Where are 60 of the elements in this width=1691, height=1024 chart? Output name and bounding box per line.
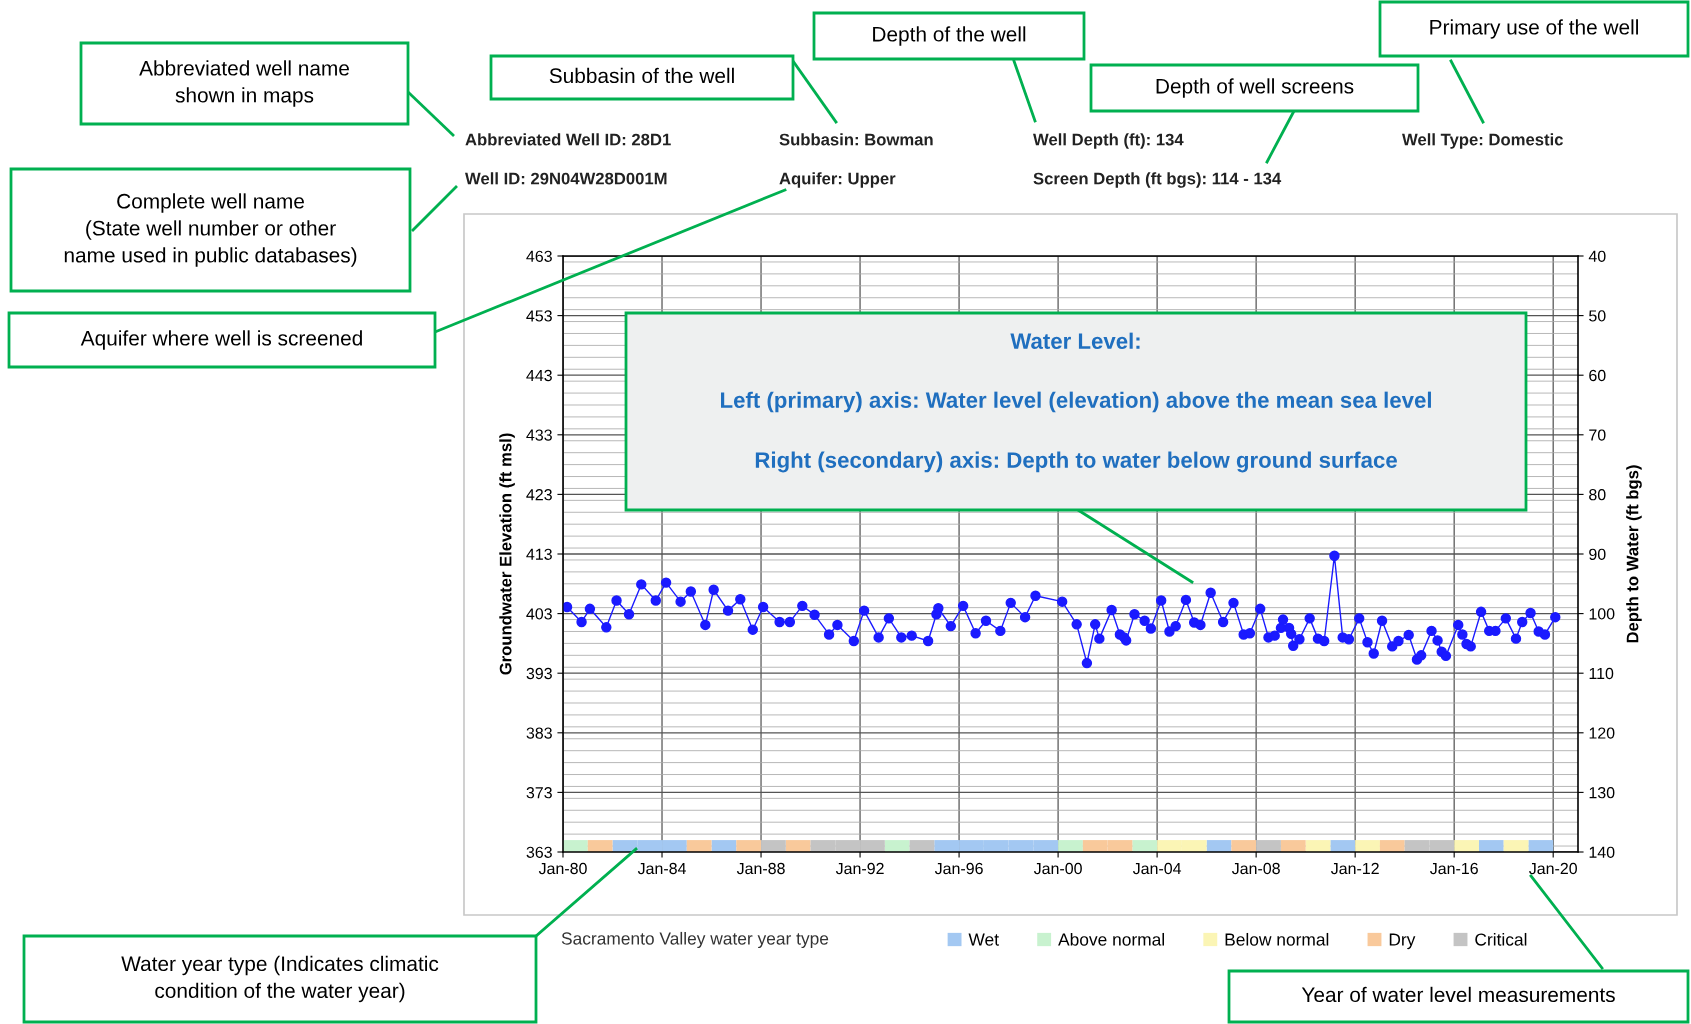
text: Primary use of the well xyxy=(1430,19,1638,39)
annotation: Right (secondary) axis: Depth to water below ground surface xyxy=(755,451,1397,473)
x-tick-label: Jan-92 xyxy=(835,862,884,875)
legend-label: Wet xyxy=(968,933,999,946)
y2-tick-label: 100 xyxy=(1589,608,1615,620)
text: Subbasin of the well xyxy=(549,67,734,84)
x-tick-label: Jan-88 xyxy=(736,862,785,875)
text: Aquifer: Upper xyxy=(779,172,896,188)
y-axis-title: Groundwater Elevation (ft msl) xyxy=(499,433,515,675)
x-tick-label: Jan-16 xyxy=(1430,862,1478,875)
text: Well Depth (ft): 134 xyxy=(1033,133,1184,149)
y-tick-label: 363 xyxy=(526,846,552,858)
y2-tick-label: 50 xyxy=(1589,310,1606,322)
y2-tick-label: 90 xyxy=(1589,548,1606,560)
x-tick-label: Jan-84 xyxy=(637,862,686,875)
text: Well Type: Domestic xyxy=(1402,133,1563,149)
text: Year of water level measurements xyxy=(1301,986,1615,1003)
x-tick-label: Jan-08 xyxy=(1231,862,1280,875)
x-tick-label: Jan-00 xyxy=(1033,862,1082,875)
y2-tick-label: 140 xyxy=(1589,846,1615,858)
annotation: Water Level: xyxy=(1010,332,1140,349)
text: Depth of well screens xyxy=(1156,78,1354,98)
y2-tick-label: 110 xyxy=(1589,667,1614,680)
text: Water year type (Indicates climatic condition of the water year) xyxy=(121,955,439,1003)
y-tick-label: 443 xyxy=(526,369,552,382)
x-tick-label: Jan-20 xyxy=(1529,862,1577,875)
x-tick-label: Jan-04 xyxy=(1132,862,1182,875)
text: Subbasin: Bowman xyxy=(779,133,933,146)
y2-tick-label: 80 xyxy=(1589,489,1606,501)
x-tick-label: Jan-12 xyxy=(1330,862,1379,875)
y-tick-label: 413 xyxy=(526,548,552,560)
x-tick-label: Jan-80 xyxy=(538,862,587,875)
y-tick-label: 423 xyxy=(526,489,552,501)
text: Well ID: 29N04W28D001M xyxy=(465,172,667,185)
text: Depth of the well xyxy=(873,26,1026,46)
legend-label: Dry xyxy=(1389,933,1416,950)
y2-tick-label: 130 xyxy=(1589,787,1615,799)
y-tick-label: 403 xyxy=(526,608,552,620)
x-tick-label: Jan-96 xyxy=(934,862,983,875)
annotation: Left (primary) axis: Water level (elevation) above the mean sea level xyxy=(721,391,1431,413)
text: Aquifer where well is screened xyxy=(80,330,362,350)
y-tick-label: 453 xyxy=(526,310,552,322)
legend-label: Above normal xyxy=(1058,932,1164,946)
y2-tick-label: 120 xyxy=(1589,727,1615,739)
legend-label: Critical xyxy=(1475,932,1527,946)
y2-axis-title: Depth to Water (ft bgs) xyxy=(1626,465,1642,643)
text: Abbreviated well name shown in maps xyxy=(139,60,349,107)
y-tick-label: 383 xyxy=(526,727,552,739)
y-tick-label: 373 xyxy=(526,787,552,799)
legend-label: Below normal xyxy=(1225,932,1329,946)
text: Complete well name (State well number or other name used in public databases) xyxy=(64,193,357,267)
y2-tick-label: 70 xyxy=(1589,429,1606,441)
y2-tick-label: 60 xyxy=(1589,369,1606,382)
text: Screen Depth (ft bgs): 114 - 134 xyxy=(1033,172,1282,188)
y-tick-label: 393 xyxy=(526,667,552,680)
text: Abbreviated Well ID: 28D1 xyxy=(465,133,671,146)
legend-title: Sacramento Valley water year type xyxy=(561,931,829,949)
y-tick-label: 433 xyxy=(526,429,552,441)
y-tick-label: 463 xyxy=(526,250,552,262)
y2-tick-label: 40 xyxy=(1588,250,1606,262)
